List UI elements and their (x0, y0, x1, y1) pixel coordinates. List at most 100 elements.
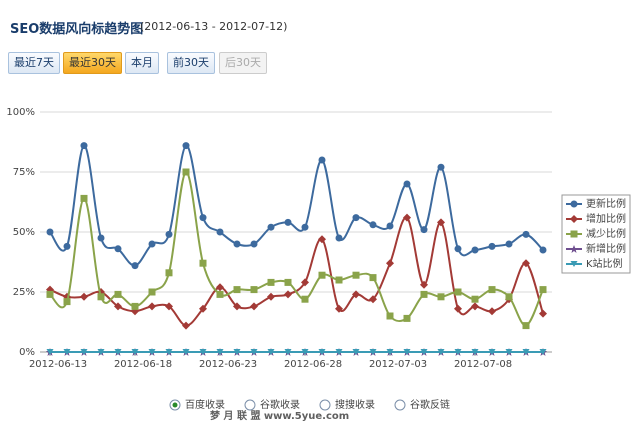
point (454, 304, 462, 313)
point (488, 307, 496, 316)
point (335, 276, 343, 284)
x-tick-label: 2012-06-23 (199, 359, 257, 370)
point (318, 156, 326, 164)
point (403, 180, 411, 188)
range-button[interactable]: 最近30天 (63, 52, 122, 74)
point (216, 349, 224, 355)
radio-label[interactable]: 搜搜收录 (335, 398, 375, 411)
series-line (49, 216, 544, 327)
point (437, 293, 445, 301)
point (114, 245, 122, 253)
point (182, 142, 190, 150)
point (80, 292, 88, 301)
point (335, 234, 343, 242)
point (335, 349, 343, 355)
point (46, 349, 54, 355)
legend-marker (570, 261, 578, 267)
point (403, 314, 411, 322)
point (301, 295, 309, 303)
radio-label[interactable]: 谷歌收录 (260, 398, 300, 411)
point (386, 259, 394, 268)
x-tick-label: 2012-07-03 (369, 359, 427, 370)
radio-label[interactable]: 百度收录 (185, 398, 225, 411)
range-button[interactable]: 最近7天 (8, 52, 60, 74)
legend-marker (570, 245, 578, 253)
point (148, 302, 156, 311)
point (284, 349, 292, 355)
point (199, 304, 207, 313)
point (80, 194, 88, 202)
range-button: 后30天 (219, 52, 267, 74)
point (369, 295, 377, 304)
point (165, 302, 173, 311)
legend-label: 增加比例 (586, 212, 626, 225)
watermark: 梦 月 联 盟 www.5yue.com (210, 409, 349, 422)
point (522, 349, 530, 355)
point (505, 349, 513, 355)
point (539, 309, 547, 318)
page-subtitle: (2012-06-13 - 2012-07-12) (140, 20, 288, 33)
y-tick-label: 50% (13, 227, 35, 238)
point (267, 292, 275, 301)
point (199, 259, 207, 267)
point (301, 349, 309, 355)
point (165, 269, 173, 277)
range-button[interactable]: 前30天 (167, 52, 215, 74)
point (454, 349, 462, 355)
point (437, 163, 445, 171)
x-tick-label: 2012-06-18 (114, 359, 172, 370)
point (403, 349, 411, 355)
point (80, 142, 88, 150)
point (165, 349, 173, 355)
point (386, 222, 394, 230)
point (284, 278, 292, 286)
legend-marker (570, 200, 578, 208)
radio[interactable] (319, 399, 331, 411)
legend-marker (570, 215, 578, 223)
point (63, 349, 71, 355)
point (250, 349, 258, 355)
series-line (49, 144, 544, 267)
x-tick-label: 2012-06-13 (29, 359, 87, 370)
point (488, 349, 496, 355)
point (420, 226, 428, 234)
point (114, 349, 122, 355)
point (284, 218, 292, 226)
point (437, 349, 445, 355)
radio[interactable] (394, 399, 406, 411)
point (216, 290, 224, 298)
point (471, 246, 479, 254)
point (539, 286, 547, 294)
series-line (49, 170, 544, 327)
legend-label: 新增比例 (586, 242, 626, 255)
point (352, 214, 360, 222)
range-button[interactable]: 本月 (125, 52, 159, 74)
point (369, 349, 377, 355)
point (318, 349, 326, 355)
point (454, 288, 462, 296)
point (284, 290, 292, 299)
point (250, 302, 258, 311)
radio-label[interactable]: 谷歌反链 (410, 398, 450, 411)
point (114, 290, 122, 298)
point (233, 286, 241, 294)
point (114, 302, 122, 311)
point (471, 302, 479, 311)
point (97, 349, 105, 355)
point (148, 349, 156, 355)
radio-dot (172, 402, 178, 408)
point (131, 262, 139, 270)
point (488, 286, 496, 294)
radio[interactable] (244, 399, 256, 411)
point (97, 293, 105, 301)
point (250, 286, 258, 294)
point (148, 288, 156, 296)
point (46, 228, 54, 236)
point (233, 349, 241, 355)
point (63, 242, 71, 250)
point (386, 312, 394, 320)
point (539, 246, 547, 254)
point (471, 295, 479, 303)
point (420, 280, 428, 289)
